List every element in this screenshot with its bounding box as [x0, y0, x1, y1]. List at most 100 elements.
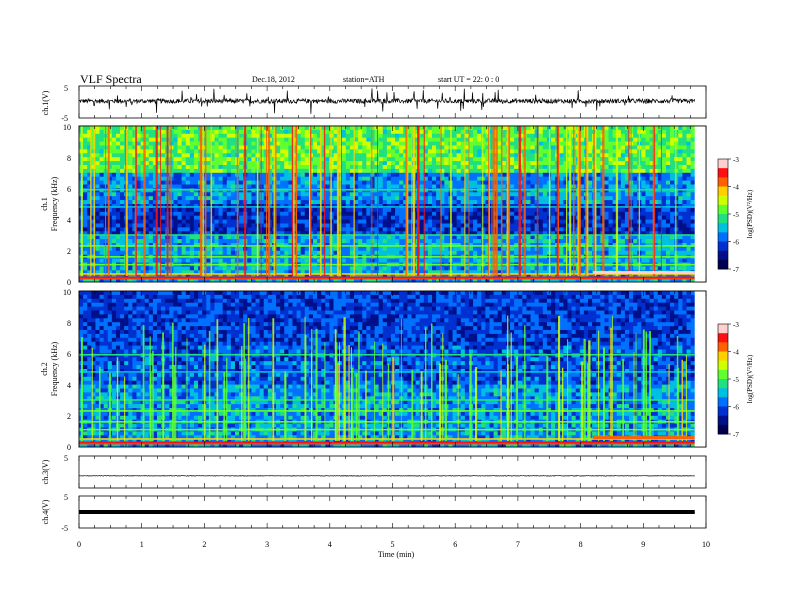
spec-cell: [111, 168, 117, 174]
spec-cell: [390, 227, 396, 232]
spec-cell: [624, 223, 630, 228]
spec-cell: [473, 172, 478, 178]
spec-cell: [649, 184, 655, 189]
spec-cell: [362, 153, 367, 158]
spec-cell: [559, 149, 564, 154]
spec-cell: [111, 153, 117, 158]
spec-cell: [288, 223, 293, 228]
spec-cell: [473, 235, 478, 240]
spec-cell: [649, 141, 655, 146]
spec-cell: [563, 137, 568, 142]
spec-cell: [120, 180, 125, 185]
spec-cell: [206, 231, 211, 236]
spec-cell: [185, 137, 191, 142]
spec-cell: [99, 176, 105, 181]
spec-cell: [419, 250, 425, 256]
spec-cell: [173, 145, 178, 150]
spec-cell: [333, 246, 338, 252]
spec-cell: [690, 129, 696, 135]
spec-cell: [620, 141, 626, 146]
spec-cell: [161, 141, 166, 146]
spec-cell: [366, 126, 371, 131]
spec-cell: [214, 137, 219, 142]
spec-cell: [563, 141, 568, 146]
spec-cell: [358, 215, 363, 220]
spec-cell: [317, 172, 322, 178]
spec-cell: [641, 141, 646, 146]
spec-cell: [206, 235, 211, 240]
spec-cell: [419, 165, 425, 170]
spec-cell: [538, 176, 544, 181]
spec-cell: [247, 196, 252, 201]
spec-cell: [559, 192, 564, 197]
spec-cell: [120, 137, 125, 142]
spec-cell: [366, 168, 371, 174]
spec-cell: [300, 145, 306, 150]
spec-cell: [325, 211, 330, 217]
spec-cell: [432, 239, 437, 244]
spec-cell: [136, 129, 141, 135]
spec-cell: [378, 196, 384, 201]
spec-cell: [230, 126, 236, 131]
spec-cell: [181, 184, 187, 189]
spec-cell: [674, 157, 679, 162]
spec-cell: [382, 180, 388, 185]
spec-cell: [214, 157, 219, 162]
spec-cell: [120, 211, 125, 217]
spec-cell: [649, 219, 655, 224]
spec-cell: [239, 246, 244, 252]
spec-cell: [501, 153, 507, 158]
spec-cell: [419, 157, 425, 162]
spec-cell: [604, 227, 609, 232]
spec-cell: [284, 192, 289, 197]
spec-cell: [501, 227, 507, 232]
spec-cell: [510, 172, 515, 178]
spec-cell: [345, 207, 351, 213]
spec-cell: [419, 126, 425, 131]
spec-cell: [473, 145, 478, 150]
spec-cell: [481, 207, 486, 213]
spec-cell: [111, 180, 117, 185]
spec-cell: [674, 133, 679, 139]
spec-cell: [107, 168, 113, 174]
spec-cell: [460, 211, 466, 217]
spec-cell: [362, 129, 367, 135]
spec-cell: [423, 246, 429, 252]
spec-cell: [325, 223, 330, 228]
spec-cell: [649, 215, 655, 220]
spec-cell: [608, 126, 614, 131]
spec-cell: [304, 176, 310, 181]
spec-cell: [432, 246, 437, 252]
spec-cell: [641, 184, 646, 189]
spec-cell: [87, 168, 92, 174]
spec-cell: [395, 231, 400, 236]
spec-cell: [407, 246, 412, 252]
spec-cell: [161, 172, 166, 178]
spec-cell: [349, 137, 355, 142]
spec-cell: [370, 126, 375, 131]
spec-cell: [251, 168, 256, 174]
spec-cell: [452, 246, 458, 252]
spec-cell: [395, 227, 400, 232]
spec-cell: [111, 196, 117, 201]
spec-cell: [354, 141, 359, 146]
spec-cell: [444, 168, 449, 174]
spec-cell: [649, 246, 655, 252]
spec-cell: [468, 192, 474, 197]
spec-cell: [538, 196, 544, 201]
spec-cell: [317, 165, 322, 170]
spec-cell: [440, 137, 445, 142]
spec-cell: [468, 211, 474, 217]
spec-cell: [95, 184, 100, 189]
spec-cell: [218, 137, 224, 142]
spec-cell: [161, 157, 166, 162]
spec-cell: [686, 246, 691, 252]
spec-cell: [136, 180, 141, 185]
spec-cell: [218, 207, 224, 213]
spec-cell: [226, 192, 232, 197]
spec-cell: [218, 129, 224, 135]
spec-cell: [280, 215, 285, 220]
spec-cell: [95, 180, 100, 185]
spec-cell: [374, 168, 380, 174]
spec-cell: [514, 235, 519, 240]
